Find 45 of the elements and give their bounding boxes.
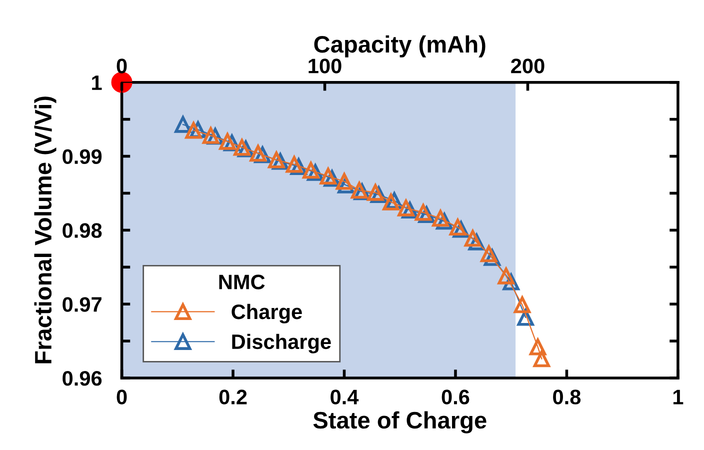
point xyxy=(202,127,220,144)
point xyxy=(350,182,368,199)
point xyxy=(449,218,466,236)
point xyxy=(234,139,250,156)
point xyxy=(286,156,303,173)
point xyxy=(219,133,236,150)
x2-tick-label: 200 xyxy=(511,58,544,74)
y-tick-label: 0.97 xyxy=(62,297,102,312)
point xyxy=(174,116,192,133)
point xyxy=(367,184,384,201)
point xyxy=(250,144,266,162)
x-tick-label: 0.2 xyxy=(219,390,247,404)
point xyxy=(529,338,546,356)
y-axis-title: Fractional Volume (V/Vi) xyxy=(34,96,56,364)
legend-title: NMC xyxy=(219,274,265,290)
point xyxy=(185,122,202,139)
point xyxy=(336,173,353,190)
point xyxy=(514,296,531,314)
y-tick-label: 0.96 xyxy=(62,371,102,386)
x2-axis-title: Capacity (mAh) xyxy=(314,35,486,58)
point xyxy=(414,204,432,221)
x-tick-label: 0.8 xyxy=(553,390,581,404)
point xyxy=(498,268,514,284)
point xyxy=(382,194,400,210)
x-tick-label: 1 xyxy=(673,390,684,404)
point xyxy=(302,162,320,179)
legend-label: Charge xyxy=(232,304,302,324)
point xyxy=(398,200,414,216)
point xyxy=(533,350,550,368)
y-tick-label: 1 xyxy=(92,76,102,90)
x-axis-title: State of Charge xyxy=(313,411,486,434)
legend-label: Discharge xyxy=(232,334,331,354)
x-tick-label: 0.6 xyxy=(442,390,470,404)
point xyxy=(480,245,498,262)
point xyxy=(464,230,482,247)
x2-tick-label: 0 xyxy=(116,58,127,74)
x2-tick-label: 100 xyxy=(308,58,342,74)
y-tick-label: 0.99 xyxy=(62,149,102,164)
point xyxy=(320,168,336,185)
point xyxy=(432,210,449,227)
x-tick-label: 0.4 xyxy=(330,390,359,404)
x-tick-label: 0 xyxy=(116,390,127,404)
point xyxy=(111,72,132,93)
y-tick-label: 0.98 xyxy=(62,223,102,238)
point xyxy=(268,152,285,168)
